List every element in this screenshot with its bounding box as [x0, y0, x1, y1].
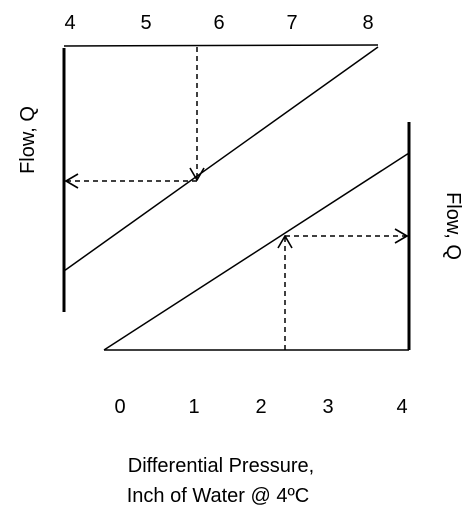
- bottom-tick-label: 0: [114, 396, 125, 418]
- bottom-tick-label: 2: [255, 396, 266, 418]
- bottom-caption-line1: Differential Pressure,: [128, 455, 314, 477]
- lower-diagonal-line: [103, 152, 410, 351]
- upper-scale-line: [63, 44, 379, 47]
- left-axis-label: Flow, Q: [17, 106, 39, 174]
- bottom-tick-label: 1: [188, 396, 199, 418]
- top-tick-label: 7: [286, 12, 297, 34]
- bottom-tick-label: 3: [322, 396, 333, 418]
- top-tick-label: 4: [64, 12, 75, 34]
- top-tick-label: 5: [140, 12, 151, 34]
- top-tick-label: 6: [213, 12, 224, 34]
- upper-diagonal-line: [63, 46, 379, 272]
- bottom-tick-label: 4: [396, 396, 407, 418]
- bottom-caption-line2: Inch of Water @ 4ºC: [127, 485, 309, 507]
- top-tick-label: 8: [362, 12, 373, 34]
- right-axis-label: Flow, Q: [442, 192, 462, 260]
